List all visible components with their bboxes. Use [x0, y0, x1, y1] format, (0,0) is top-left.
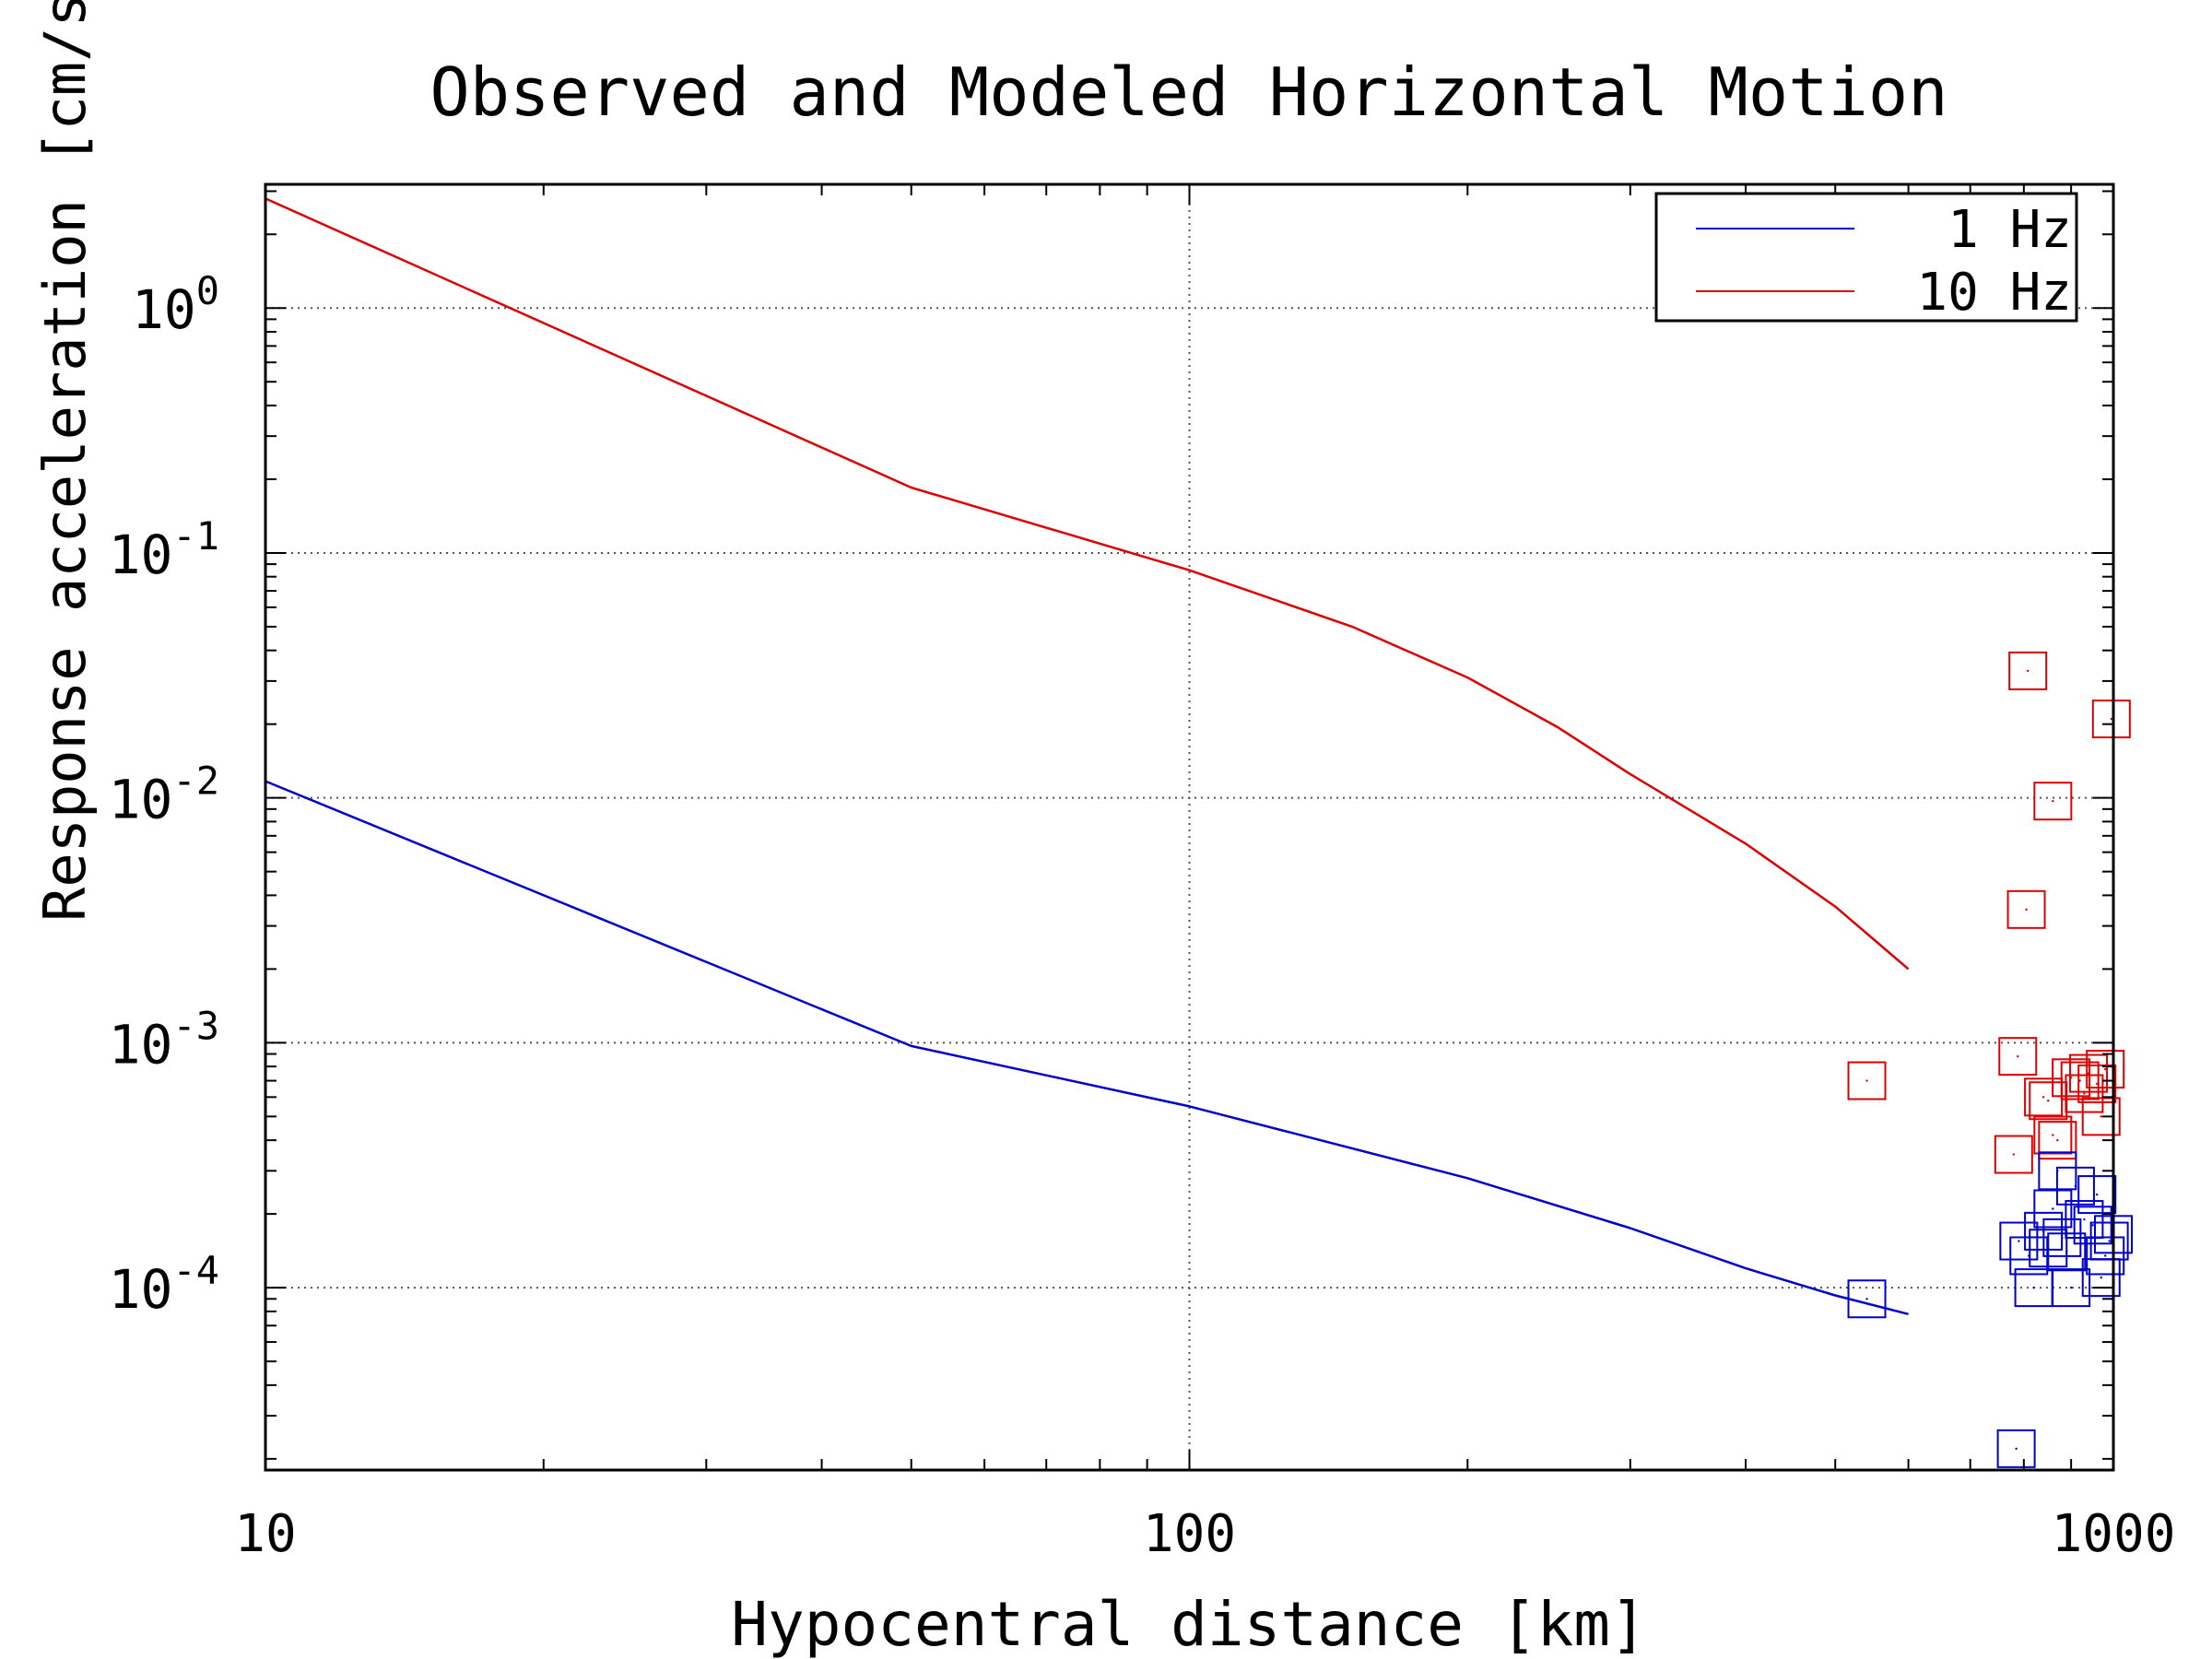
chart-title: Observed and Modeled Horizontal Motion	[429, 53, 1947, 131]
data-point-center	[2018, 1240, 2020, 1242]
data-point-center	[2100, 1115, 2102, 1118]
data-point-10hz	[2065, 1074, 2104, 1113]
x-axis-label: Hypocentral distance [km]	[731, 1589, 1646, 1659]
data-point-center	[2052, 799, 2054, 803]
data-point-10hz	[1847, 1061, 1887, 1100]
data-point-center	[2083, 1092, 2086, 1095]
data-point-center	[2052, 1207, 2054, 1210]
data-point-center	[2061, 1236, 2064, 1240]
x-tick-label: 1000	[2052, 1504, 2176, 1564]
data-point-1hz	[2086, 1236, 2125, 1276]
data-point-10hz	[2069, 1053, 2109, 1093]
data-point-center	[2100, 1276, 2102, 1279]
data-point-10hz	[2006, 889, 2046, 929]
data-point-center	[2096, 1193, 2099, 1196]
data-point-10hz	[2033, 782, 2073, 821]
y-tick-label: 10-2	[109, 759, 219, 831]
data-point-center	[2096, 1082, 2099, 1086]
data-point-center	[2083, 1218, 2086, 1221]
data-point-center	[2041, 1096, 2045, 1099]
series-lines	[265, 197, 1910, 1316]
data-point-center	[2065, 1251, 2068, 1253]
y-tick-label: 10-4	[109, 1248, 219, 1321]
legend-box	[1654, 192, 2078, 323]
data-point-1hz	[2052, 1268, 2091, 1308]
legend: 1 Hz 10 Hz	[1654, 192, 2078, 323]
data-point-center	[2017, 1054, 2019, 1058]
x-tick-label: 10	[234, 1504, 296, 1564]
data-point-1hz	[1996, 1429, 2036, 1468]
data-point-10hz	[1994, 1135, 2033, 1174]
data-point-center	[2069, 1286, 2073, 1289]
y-tick-label: 10-3	[109, 1003, 219, 1076]
data-point-center	[2026, 669, 2030, 673]
data-point-center	[2012, 1153, 2016, 1156]
data-point-center	[1865, 1079, 1868, 1082]
grid-lines	[265, 184, 2113, 1470]
data-point-10hz	[2033, 1115, 2073, 1155]
data-point-10hz	[2086, 1050, 2125, 1089]
data-point-10hz	[2052, 1058, 2091, 1098]
data-point-center	[2025, 908, 2028, 912]
x-tick-label: 100	[1143, 1504, 1236, 1564]
legend-label-1hz: 1 Hz	[1947, 200, 2072, 260]
data-point-center	[2015, 1447, 2018, 1451]
data-point-center	[2104, 1254, 2107, 1257]
data-point-center	[1865, 1298, 1868, 1300]
data-point-center	[2104, 1067, 2107, 1071]
data-point-10hz	[2077, 1064, 2117, 1103]
data-point-10hz	[2091, 700, 2131, 739]
data-point-10hz	[2081, 1097, 2121, 1136]
y-tick-labels: 100 10-1 10-2 10-3 10-4	[109, 268, 219, 1321]
data-point-1hz	[2073, 1206, 2112, 1245]
data-point-10hz	[2060, 1061, 2100, 1100]
data-point-center	[2110, 717, 2113, 721]
data-point-center	[2108, 1240, 2111, 1242]
data-point-1hz	[2055, 1166, 2095, 1206]
data-point-1hz	[1999, 1221, 2039, 1261]
x-tick-labels: 10 100 1000	[234, 1504, 2175, 1564]
data-point-center	[2074, 1184, 2077, 1188]
data-point-center	[2047, 1100, 2050, 1102]
series-line-1hz	[265, 780, 1909, 1316]
data-point-1hz	[2033, 1189, 2073, 1229]
y-tick-label: 10-1	[109, 513, 219, 586]
series-line-10hz	[265, 197, 1910, 971]
data-point-1hz	[2089, 1221, 2129, 1261]
data-point-10hz	[2008, 651, 2048, 690]
y-tick-label: 100	[132, 268, 219, 341]
y-axis-label: Response acceleration [cm/s2]	[24, 0, 99, 922]
data-point-10hz	[2038, 1121, 2077, 1160]
data-point-1hz	[1847, 1279, 1887, 1319]
data-point-10hz	[1998, 1037, 2038, 1077]
data-point-center	[2032, 1286, 2035, 1289]
data-point-center	[2087, 1072, 2090, 1075]
legend-label-10hz: 10 Hz	[1916, 263, 2072, 323]
data-point-1hz	[2065, 1200, 2104, 1240]
data-point-center	[2052, 1134, 2054, 1136]
data-point-1hz	[2077, 1175, 2117, 1215]
data-point-center	[2056, 1138, 2059, 1142]
data-point-center	[2091, 1224, 2094, 1227]
y-axis-label-main: Response acceleration [cm/s	[31, 0, 99, 922]
